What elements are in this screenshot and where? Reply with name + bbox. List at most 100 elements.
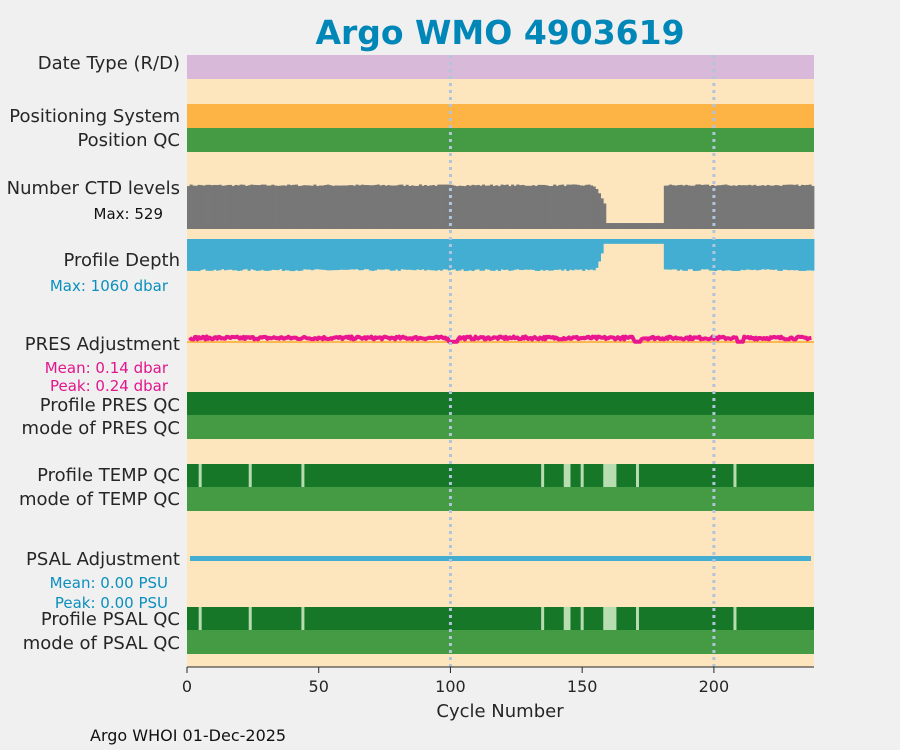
depth-bar xyxy=(579,239,583,270)
depth-bar xyxy=(756,239,760,271)
depth-bar xyxy=(355,239,359,270)
ctd-bar xyxy=(352,185,357,229)
depth-bar xyxy=(434,239,438,271)
depth-bar xyxy=(468,239,472,271)
ctd-bar xyxy=(200,185,204,229)
ctd-bar xyxy=(208,184,212,229)
depth-bar xyxy=(803,239,807,271)
depth-bar xyxy=(450,239,454,270)
ctd-bar xyxy=(511,184,515,229)
qc-break-line xyxy=(580,464,584,487)
label-pres-adjustment: PRES Adjustment xyxy=(25,334,180,355)
ctd-bar xyxy=(187,186,191,229)
depth-bar xyxy=(568,239,573,270)
qc-break-line xyxy=(580,607,584,630)
label-profile-temp-qc: Profile TEMP QC xyxy=(37,465,180,486)
ctd-bar xyxy=(447,184,451,229)
depth-bar xyxy=(679,239,683,270)
psal-qc-breaks xyxy=(198,607,737,630)
ctd-bar xyxy=(648,223,652,229)
depth-bar xyxy=(695,239,699,271)
depth-bar xyxy=(250,239,254,270)
depth-bar xyxy=(771,239,775,270)
ctd-bar xyxy=(774,185,778,229)
depth-bar xyxy=(798,239,802,271)
label-mode-temp-qc: mode of TEMP QC xyxy=(19,489,180,510)
ctd-bar xyxy=(476,184,480,229)
depth-bar xyxy=(492,239,496,271)
depth-bar xyxy=(316,239,320,270)
ctd-bar xyxy=(479,185,483,229)
depth-bar xyxy=(200,239,204,270)
footer-credit: Argo WHOI 01-Dec-2025 xyxy=(90,726,286,745)
ctd-bar xyxy=(242,184,246,229)
ctd-bar xyxy=(432,185,436,229)
ctd-bar xyxy=(252,184,256,229)
qc-break-line xyxy=(635,607,639,630)
depth-bar xyxy=(811,239,815,271)
depth-bar xyxy=(524,239,528,270)
depth-bar xyxy=(611,239,615,244)
ctd-bar xyxy=(568,184,573,229)
ctd-bar xyxy=(339,185,343,229)
ctd-bar xyxy=(424,185,428,229)
qc-break-line xyxy=(198,607,202,630)
ctd-bar xyxy=(592,186,596,229)
depth-bar xyxy=(574,239,578,270)
ctd-bar xyxy=(405,184,409,229)
depth-bar xyxy=(403,239,407,270)
qc-break-block xyxy=(563,464,569,487)
depth-bar xyxy=(205,239,209,271)
depth-bar xyxy=(223,239,227,271)
ctd-bar xyxy=(516,184,520,229)
ctd-bar xyxy=(421,185,425,229)
ctd-bar xyxy=(331,185,335,229)
ctd-bar xyxy=(418,184,422,229)
depth-bar xyxy=(592,239,596,271)
ctd-bar xyxy=(379,185,383,229)
ctd-bar xyxy=(540,184,544,229)
ctd-bar xyxy=(337,185,341,229)
ctd-bar xyxy=(310,185,314,229)
depth-bar xyxy=(648,239,652,244)
ctd-bar xyxy=(558,184,562,229)
x-axis-label: Cycle Number xyxy=(436,701,564,722)
depth-bar xyxy=(637,239,641,244)
depth-bar xyxy=(237,239,241,271)
depth-bar xyxy=(437,239,441,270)
depth-bar xyxy=(808,239,812,271)
label-psal-adjustment: PSAL Adjustment xyxy=(26,549,180,570)
depth-bar xyxy=(584,239,588,270)
ctd-bar xyxy=(769,185,773,229)
depth-bar xyxy=(258,239,262,271)
ctd-bar xyxy=(734,185,739,229)
depth-bar xyxy=(740,239,744,270)
depth-bar xyxy=(745,239,749,270)
ctd-bar xyxy=(455,186,459,229)
ctd-bar xyxy=(703,184,707,229)
qc-break-line xyxy=(541,464,545,487)
depth-bar xyxy=(766,239,770,270)
ctd-bar xyxy=(782,184,786,229)
ctd-bar xyxy=(698,184,702,229)
qc-break-line xyxy=(733,607,737,630)
depth-bar xyxy=(640,239,644,244)
pres-adjustment-line xyxy=(188,334,812,344)
ctd-bar xyxy=(205,184,209,229)
depth-bar xyxy=(645,239,649,244)
depth-bar xyxy=(408,239,412,270)
depth-bar xyxy=(342,239,346,270)
ctd-bar xyxy=(600,198,604,229)
depth-bar xyxy=(323,239,328,270)
depth-bar xyxy=(661,239,665,244)
ctd-bar xyxy=(250,184,254,229)
ctd-bar xyxy=(260,184,264,229)
ctd-bar xyxy=(690,185,694,229)
depth-bar xyxy=(650,239,654,244)
ctd-bar xyxy=(529,185,533,229)
depth-bar xyxy=(292,239,296,272)
ctd-bar xyxy=(221,185,225,229)
ctd-bar xyxy=(803,185,807,229)
ctd-bar xyxy=(771,185,775,229)
ctd-bar xyxy=(748,184,752,229)
